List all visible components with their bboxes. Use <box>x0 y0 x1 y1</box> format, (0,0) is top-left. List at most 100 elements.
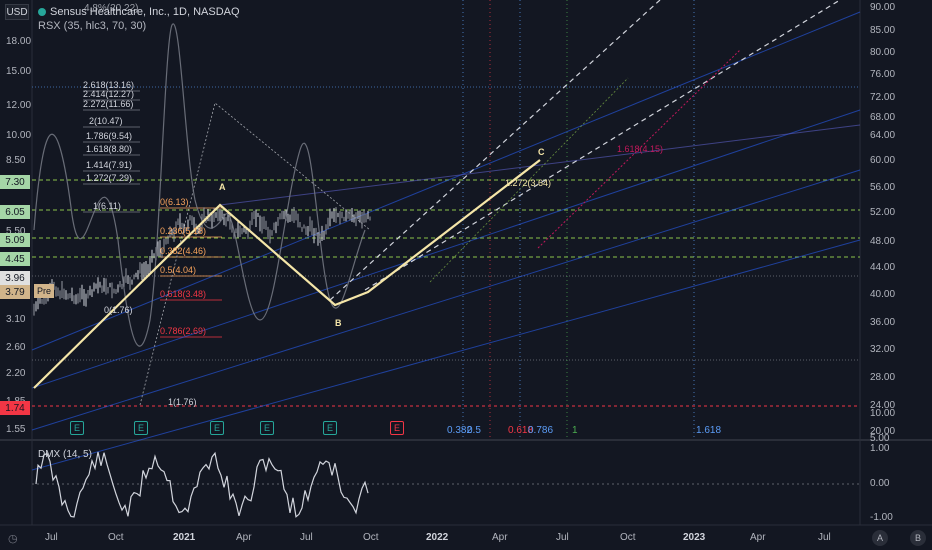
event-marker: E <box>260 421 274 435</box>
pre-market-badge: Pre <box>34 284 54 298</box>
left-price-badge: 6.05 <box>0 205 30 219</box>
fib-extension-label: 1.786(9.54) <box>86 131 133 141</box>
time-axis-label: Oct <box>108 532 124 543</box>
left-price-tick: 8.50 <box>6 155 26 166</box>
right-scale-tick: 32.00 <box>870 344 896 355</box>
trend-channel-line <box>219 124 861 206</box>
right-scale-tick: 80.00 <box>870 47 896 58</box>
dmx-line <box>35 451 369 518</box>
time-axis-label: 2023 <box>683 532 706 543</box>
wave-label-a: A <box>219 182 226 192</box>
time-axis-label: Apr <box>492 532 508 543</box>
left-price-tick: 15.00 <box>6 66 32 77</box>
fib-retracement-label: 0(6.13) <box>160 197 189 207</box>
time-fib-label: 0.618 <box>508 425 534 436</box>
event-marker: E <box>323 421 337 435</box>
trend-channel-line <box>31 11 861 351</box>
right-scale-tick: 10.00 <box>870 408 896 419</box>
left-price-tick: 12.00 <box>6 100 32 111</box>
fib-extension-label: 1.414(7.91) <box>86 160 133 170</box>
trend-channel-line <box>31 169 861 431</box>
fib-extension-label: 1.272(7.29) <box>86 173 133 183</box>
right-scale-tick: 44.00 <box>870 262 896 273</box>
projection-1618-label: 1.618(4.15) <box>617 144 664 154</box>
fib-extension-label: 1.618(8.80) <box>86 144 133 154</box>
fib-extension-label: 0(1.76) <box>104 305 133 315</box>
time-fib-label: 1 <box>572 425 578 436</box>
chart-legend: Sensus Healthcare, Inc., 1D, NASDAQ RSX … <box>38 5 240 33</box>
time-axis-label: Oct <box>363 532 379 543</box>
projection-aux-line <box>429 77 629 283</box>
left-price-tick: 2.60 <box>6 342 26 353</box>
dmx-scale-tick: 1.00 <box>870 443 890 454</box>
right-scale-tick: 56.00 <box>870 182 896 193</box>
left-price-badge: 5.09 <box>0 233 30 247</box>
fib-retracement-label: 0.5(4.04) <box>160 265 197 275</box>
dmx-scale-tick: 0.00 <box>870 478 890 489</box>
right-scale-tick: 60.00 <box>870 155 896 166</box>
left-price-badge: 1.74 <box>0 401 30 415</box>
right-scale-tick: 68.00 <box>870 112 896 123</box>
chart-settings-button[interactable]: B <box>910 530 926 546</box>
right-scale-tick: 20.00 <box>870 426 896 437</box>
timezone-icon[interactable]: ◷ <box>8 533 18 545</box>
time-axis-label: Jul <box>556 532 569 543</box>
wave-label-b: B <box>335 318 342 328</box>
right-scale-tick: 36.00 <box>870 317 896 328</box>
time-axis-label: Jul <box>818 532 831 543</box>
time-axis-label: Jul <box>45 532 58 543</box>
time-axis-label: 2021 <box>173 532 196 543</box>
left-price-badge: 7.30 <box>0 175 30 189</box>
symbol-title[interactable]: Sensus Healthcare, Inc., 1D, NASDAQ <box>50 6 240 18</box>
left-price-badge: 3.96 <box>0 271 30 285</box>
event-marker: E <box>134 421 148 435</box>
fib-extension-label: 2(10.47) <box>89 116 123 126</box>
indicator-label[interactable]: RSX (35, hlc3, 70, 30) <box>38 20 147 32</box>
right-scale-tick: 90.00 <box>870 2 896 13</box>
right-scale-tick: 64.00 <box>870 130 896 141</box>
left-price-tick: 1.55 <box>6 424 26 435</box>
time-axis-label: 2022 <box>426 532 449 543</box>
time-axis-label: Oct <box>620 532 636 543</box>
trend-channel-line <box>31 109 861 389</box>
projection-dashed-line <box>364 0 841 291</box>
fib-retracement-label: 0.618(3.48) <box>160 289 207 299</box>
currency-badge[interactable]: USD <box>5 4 29 20</box>
market-status-icon <box>38 8 46 16</box>
right-scale-tick: 72.00 <box>870 92 896 103</box>
overlap-label: 4.8%(20.22) <box>84 3 139 14</box>
fib-extension-label: 1(6.11) <box>93 201 121 211</box>
rsx-oscillator-line <box>33 23 366 347</box>
left-price-tick: 5.50 <box>6 226 26 237</box>
projection-1618-line <box>537 49 741 249</box>
right-scale-tick: 48.00 <box>870 236 896 247</box>
right-scale-tick: 40.00 <box>870 289 896 300</box>
left-price-badge: 3.79 <box>0 285 30 299</box>
dotted-triangle <box>139 102 371 406</box>
right-scale-tick: 28.00 <box>870 372 896 383</box>
left-price-tick: 3.10 <box>6 314 26 325</box>
time-axis-label: Jul <box>300 532 313 543</box>
right-scale-tick: 76.00 <box>870 69 896 80</box>
time-axis-label: Apr <box>236 532 252 543</box>
right-scale-tick: 52.00 <box>870 207 896 218</box>
dmx-indicator-label[interactable]: DMX (14, 5) <box>38 449 92 460</box>
left-price-tick: 18.00 <box>6 36 32 47</box>
fib-extension-label: 2.618(13.16) <box>83 80 135 90</box>
right-scale-tick: 24.00 <box>870 400 896 411</box>
wave-label-c: C <box>538 147 545 157</box>
projection-1272-label: 1.272(3.64) <box>505 178 552 188</box>
auto-scale-button[interactable]: A <box>872 530 888 546</box>
event-marker: E <box>70 421 84 435</box>
time-fib-label: 1.618 <box>696 425 722 436</box>
left-price-badge: 4.45 <box>0 252 30 266</box>
right-scale-tick: 85.00 <box>870 25 896 36</box>
time-axis-label: Apr <box>750 532 766 543</box>
fib-extension-label: 2.414(12.27) <box>83 89 135 99</box>
right-scale-tick: 5.00 <box>870 433 890 444</box>
event-marker: E <box>210 421 224 435</box>
fib-retracement-label: 0.236(5.18) <box>160 226 207 236</box>
fib-extension-label: 1(1.76) <box>168 397 197 407</box>
fib-retracement-label: 0.382(4.46) <box>160 246 207 256</box>
